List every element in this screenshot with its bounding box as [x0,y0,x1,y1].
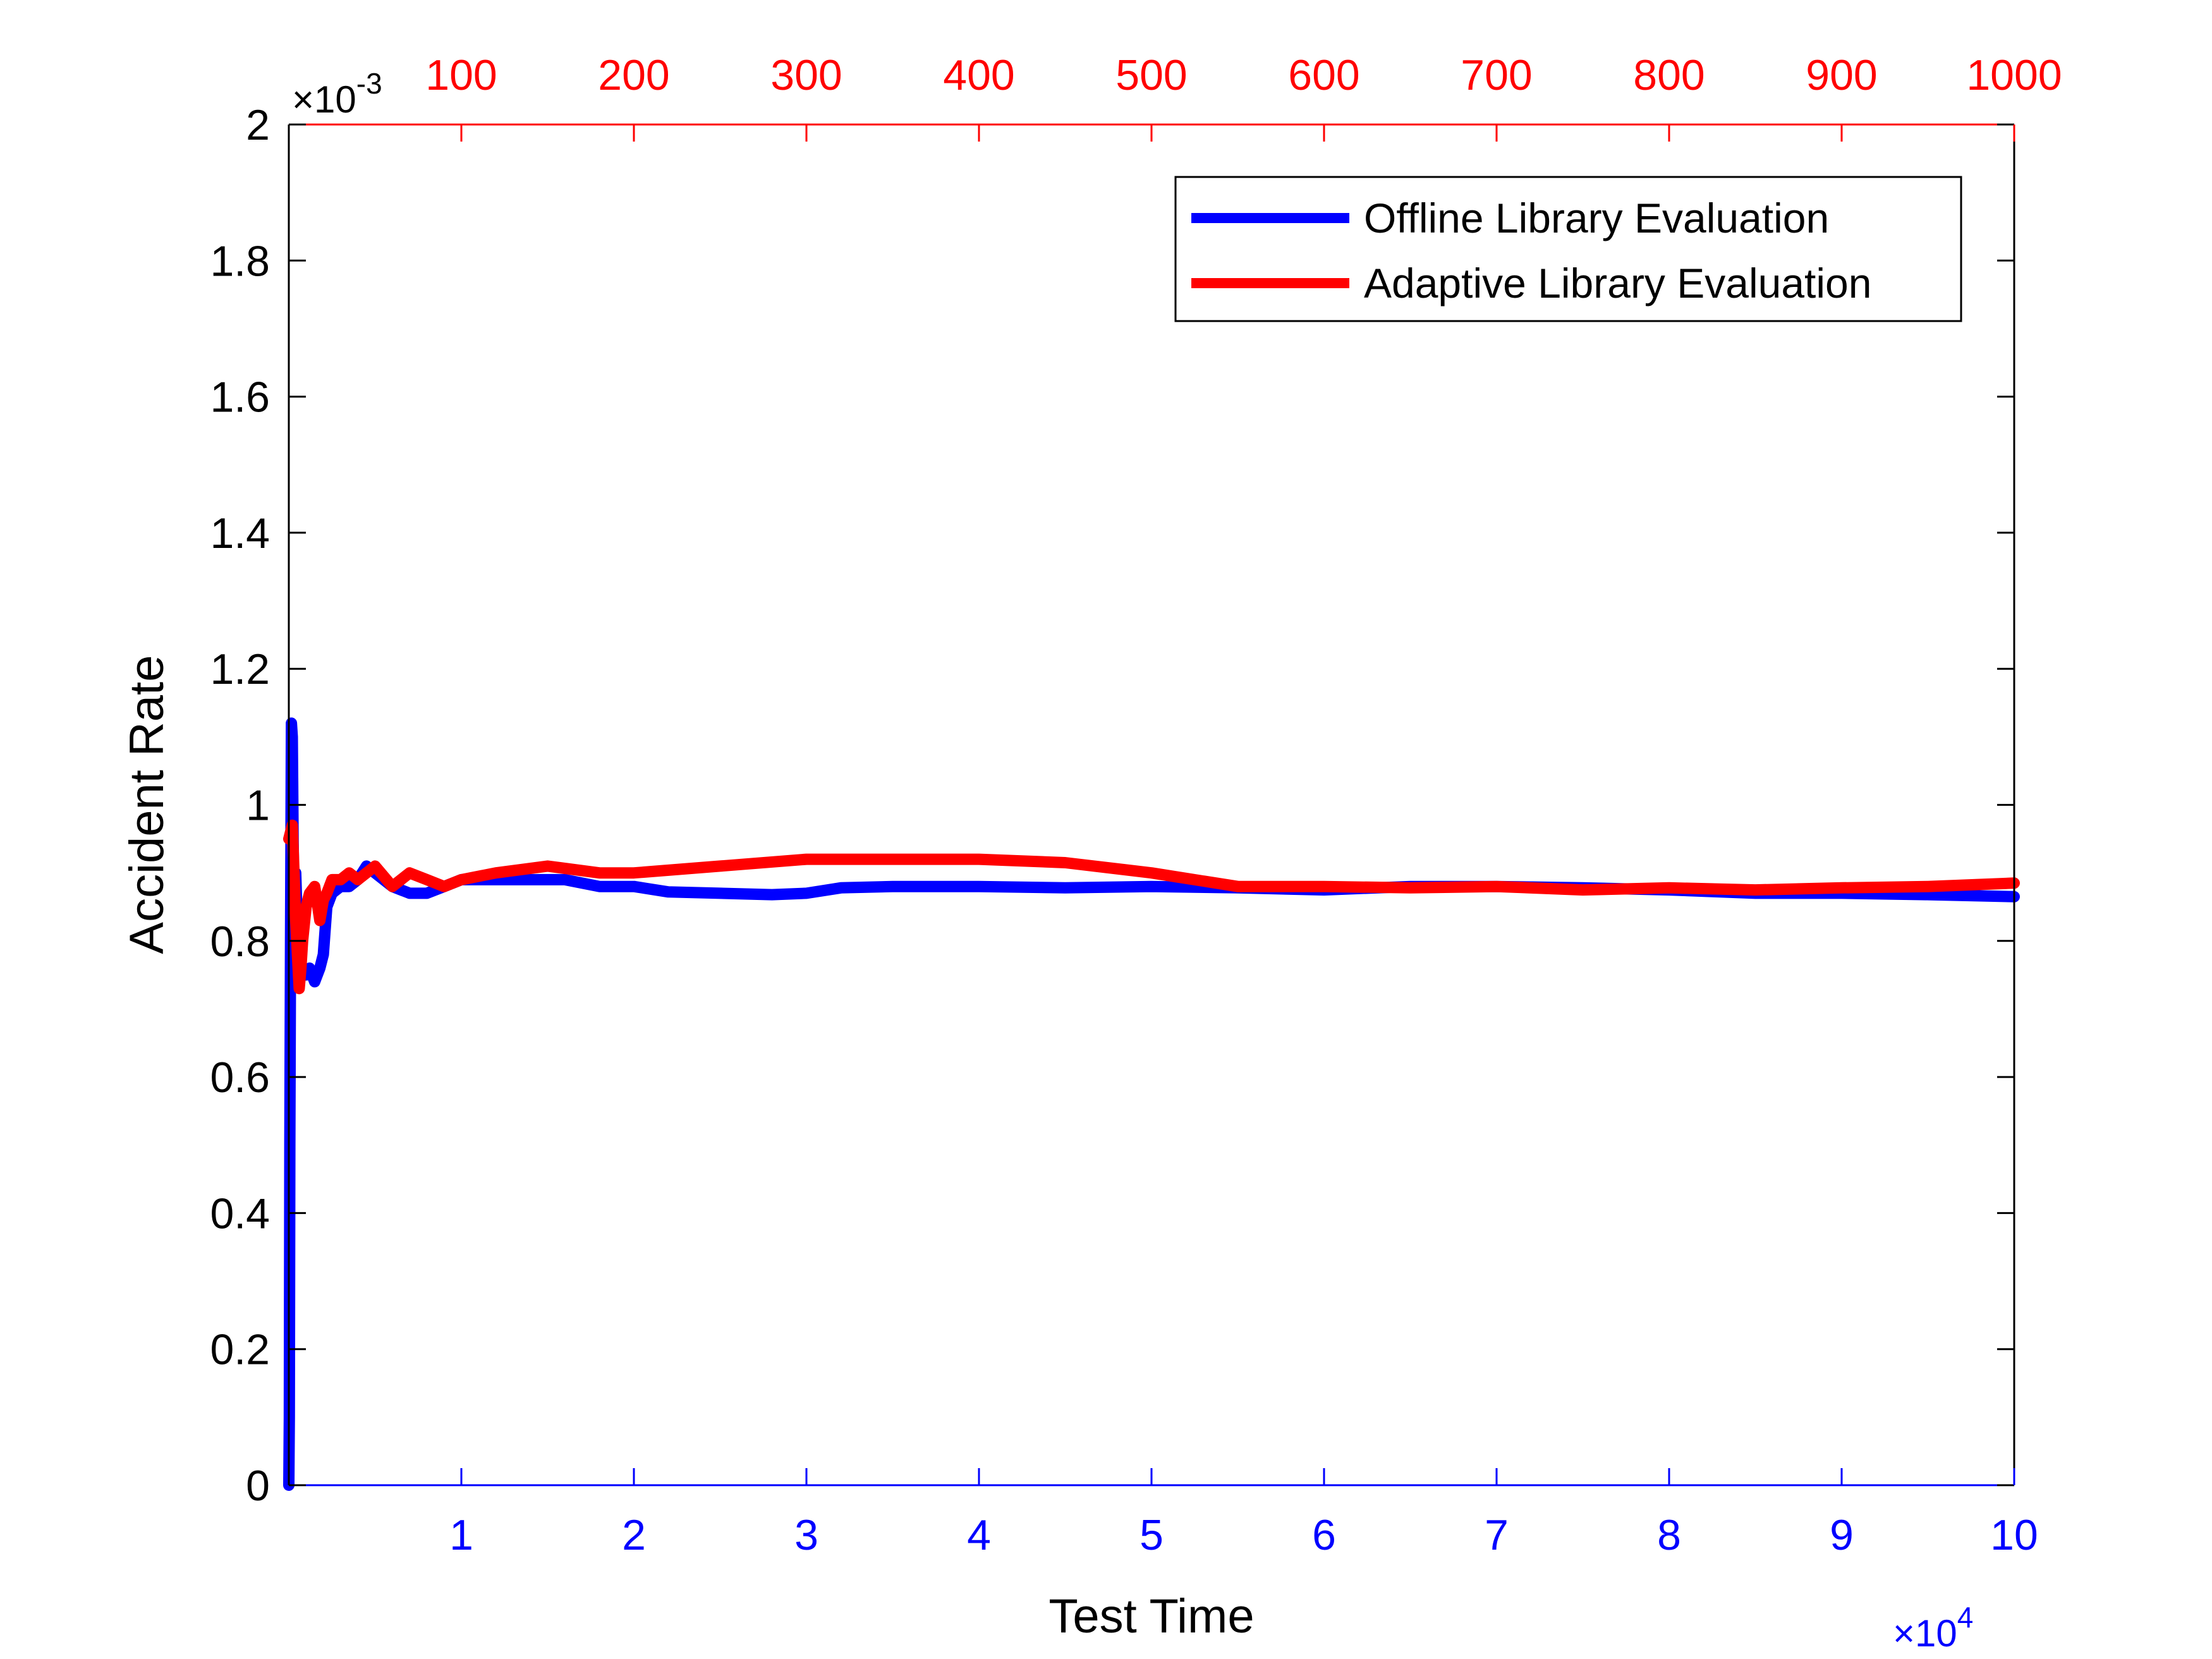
x-tick-label-top: 300 [770,51,842,99]
x-tick-label-bottom: 2 [622,1511,646,1559]
y-tick-label: 0.2 [210,1326,270,1374]
y-tick-label: 1.4 [210,509,270,557]
y-tick-label: 1 [246,782,270,830]
ticks-layer: 0 0.2 0.4 0.6 0.8 1 1.2 1.4 1.6 1.8 2 1 2 3 4 5 6 7 8 9 10 10… [210,51,2062,1559]
x-tick-label-bottom: 10 [1990,1511,2038,1559]
x-tick-label-bottom: 3 [794,1511,818,1559]
x-tick-label-top: 700 [1461,51,1532,99]
x-tick-label-top: 500 [1115,51,1187,99]
x-tick-label-bottom: 9 [1830,1511,1854,1559]
legend: Offline Library Evaluation Adaptive Libr… [1174,176,1962,322]
x-tick-label-top: 600 [1288,51,1359,99]
x-tick-label-bottom: 5 [1139,1511,1164,1559]
y-tick-label: 1.8 [210,237,270,285]
x-tick-label-top: 200 [598,51,669,99]
y-tick-label: 0.6 [210,1054,270,1102]
x-axis-label: Test Time [1048,1589,1254,1643]
legend-label-adaptive-library-evaluation: Adaptive Library Evaluation [1364,260,1871,307]
x-tick-label-bottom: 7 [1485,1511,1509,1559]
bottom-axis-multiplier: ×104 [1893,1601,1973,1655]
x-tick-label-top: 1000 [1966,51,2062,99]
y-tick-label: 0.8 [210,918,270,966]
x-tick-label-bottom: 6 [1312,1511,1336,1559]
y-tick-label: 1.6 [210,374,270,422]
x-tick-label-top: 800 [1633,51,1705,99]
x-tick-label-bottom: 1 [449,1511,473,1559]
left-axis-multiplier: ×10-3 [292,67,382,121]
y-tick-label: 0.4 [210,1189,270,1237]
series-layer [283,717,2020,1491]
y-tick-label: 0 [246,1462,270,1510]
left-axis-multiplier-exponent: -3 [356,67,382,100]
series-line-adaptive-library-evaluation [283,819,2020,995]
x-tick-label-bottom: 8 [1657,1511,1681,1559]
legend-label-offline-library-evaluation: Offline Library Evaluation [1364,195,1829,241]
x-tick-label-top: 900 [1806,51,1877,99]
left-axis-multiplier-base: ×10 [292,78,356,121]
legend-box [1174,176,1962,322]
x-tick-label-top: 400 [943,51,1014,99]
plot-background [289,125,2014,1485]
y-axis-label: Accident Rate [120,655,174,954]
bottom-axis-multiplier-base: ×10 [1893,1612,1957,1655]
x-tick-label-top: 100 [425,51,497,99]
x-tick-label-bottom: 4 [967,1511,991,1559]
y-tick-label: 2 [246,101,270,149]
bottom-axis-multiplier-exponent: 4 [1957,1601,1974,1634]
y-tick-label: 1.2 [210,645,270,693]
